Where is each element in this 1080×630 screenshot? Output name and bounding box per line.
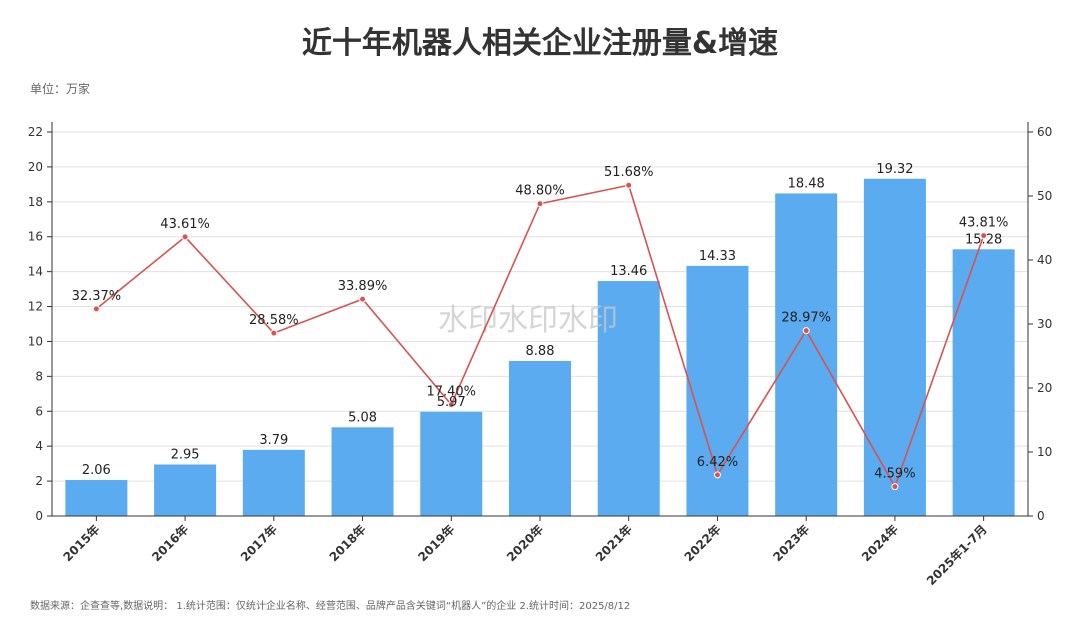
- bar-value-label: 8.88: [526, 344, 555, 359]
- y-left-tick-label: 20: [28, 160, 43, 174]
- bar-value-label: 3.79: [259, 433, 288, 448]
- growth-rate-point: [359, 295, 367, 303]
- unit-label: 单位：万家: [30, 82, 91, 96]
- bar: [509, 361, 571, 516]
- bar: [420, 411, 483, 516]
- growth-rate-point: [802, 327, 810, 335]
- bar-value-label: 13.46: [610, 264, 647, 279]
- bar-value-label: 5.97: [437, 395, 466, 410]
- y-right-tick-label: 10: [1037, 445, 1052, 459]
- bar-value-label: 19.32: [876, 162, 913, 177]
- y-left-tick-label: 14: [28, 265, 43, 279]
- y-right-tick-label: 30: [1037, 317, 1052, 331]
- y-left-tick-label: 10: [28, 334, 43, 348]
- x-tick-label: 2024年: [858, 522, 901, 565]
- bar-value-label: 2.06: [82, 463, 111, 478]
- growth-rate-label: 51.68%: [604, 165, 654, 180]
- bar: [952, 249, 1015, 516]
- y-left-tick-label: 6: [35, 404, 43, 418]
- bar: [597, 281, 660, 516]
- bar-value-label: 15.28: [965, 232, 1002, 247]
- x-tick-label: 2015年: [60, 522, 103, 565]
- growth-rate-point: [447, 401, 455, 409]
- bar-value-label: 2.95: [171, 448, 200, 463]
- y-left-tick-label: 4: [35, 439, 43, 453]
- x-tick-label: 2020年: [503, 522, 546, 565]
- y-right-tick-label: 60: [1037, 125, 1052, 139]
- chart-title: 近十年机器人相关企业注册量&增速: [301, 26, 779, 61]
- growth-rate-label: 17.40%: [426, 385, 476, 400]
- growth-rate-point: [536, 200, 544, 208]
- growth-rate-point: [713, 471, 721, 479]
- growth-rate-label: 33.89%: [338, 279, 388, 294]
- bar: [154, 464, 217, 516]
- growth-rate-label: 4.59%: [874, 467, 915, 482]
- y-left-tick-label: 2: [35, 474, 43, 488]
- growth-rate-point: [181, 233, 189, 241]
- x-tick-label: 2018年: [326, 522, 369, 565]
- x-tick-label: 2017年: [237, 522, 280, 565]
- y-left-tick-label: 22: [28, 125, 43, 139]
- growth-rate-label: 43.81%: [959, 216, 1009, 231]
- y-right-tick-label: 0: [1037, 509, 1045, 523]
- watermark: 水印水印水印: [438, 303, 618, 338]
- growth-rate-point: [625, 181, 633, 189]
- bar: [686, 265, 749, 516]
- y-left-tick-label: 18: [28, 195, 43, 209]
- x-tick-label: 2023年: [770, 522, 813, 565]
- footer-note: 数据来源：企查查等,数据说明： 1.统计范围：仅统计企业名称、经营范围、品牌产品…: [30, 601, 631, 612]
- growth-rate-label: 6.42%: [697, 455, 738, 470]
- x-tick-label: 2025年1-7月: [923, 522, 990, 589]
- bar: [775, 193, 838, 516]
- y-right-tick-label: 40: [1037, 253, 1052, 267]
- growth-rate-label: 43.61%: [160, 217, 210, 232]
- x-tick-label: 2019年: [415, 522, 458, 565]
- y-left-tick-label: 16: [28, 230, 43, 244]
- growth-rate-label: 32.37%: [72, 289, 122, 304]
- bar-value-label: 18.48: [788, 176, 825, 191]
- growth-rate-label: 28.97%: [781, 311, 831, 326]
- growth-rate-point: [92, 305, 100, 313]
- bar: [863, 178, 926, 516]
- y-left-tick-label: 0: [35, 509, 43, 523]
- bar-value-label: 14.33: [699, 249, 736, 264]
- y-right-tick-label: 20: [1037, 381, 1052, 395]
- bar: [242, 449, 305, 516]
- bar-value-label: 5.08: [348, 410, 377, 425]
- x-tick-label: 2016年: [148, 522, 191, 565]
- growth-rate-point: [891, 483, 899, 491]
- growth-rate-point: [980, 232, 988, 240]
- x-tick-label: 2021年: [592, 522, 635, 565]
- growth-rate-label: 28.58%: [249, 313, 299, 328]
- y-left-tick-label: 8: [35, 369, 43, 383]
- y-left-tick-label: 12: [28, 300, 43, 314]
- y-right-tick-label: 50: [1037, 189, 1052, 203]
- growth-rate-label: 48.80%: [515, 184, 565, 199]
- bar: [65, 480, 128, 516]
- x-tick-label: 2022年: [681, 522, 724, 565]
- growth-rate-point: [270, 329, 278, 337]
- bar: [331, 427, 394, 516]
